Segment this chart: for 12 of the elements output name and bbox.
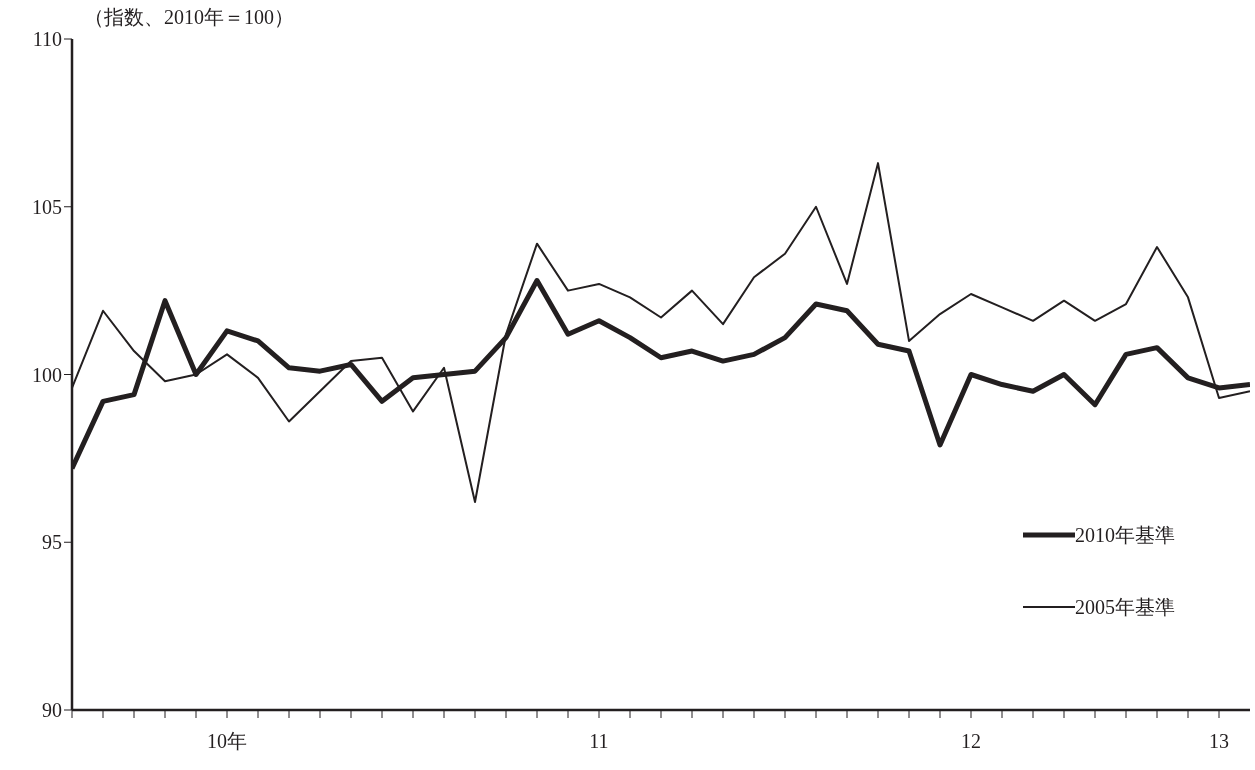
y-tick-label: 100 [32, 363, 62, 386]
y-tick-label: 95 [42, 531, 62, 554]
y-tick-label: 90 [42, 699, 62, 722]
legend-label: 2010年基準 [1075, 522, 1175, 548]
legend-label: 2005年基準 [1075, 594, 1175, 620]
y-axis-title: （指数、2010年＝100） [84, 5, 294, 30]
y-tick-label: 105 [32, 195, 62, 218]
x-tick-label: 13 [1209, 730, 1229, 753]
x-tick-label: 10年 [207, 730, 247, 753]
y-tick-label: 110 [32, 28, 62, 51]
x-tick-label: 12 [961, 730, 981, 753]
x-tick-label: 11 [589, 730, 609, 753]
